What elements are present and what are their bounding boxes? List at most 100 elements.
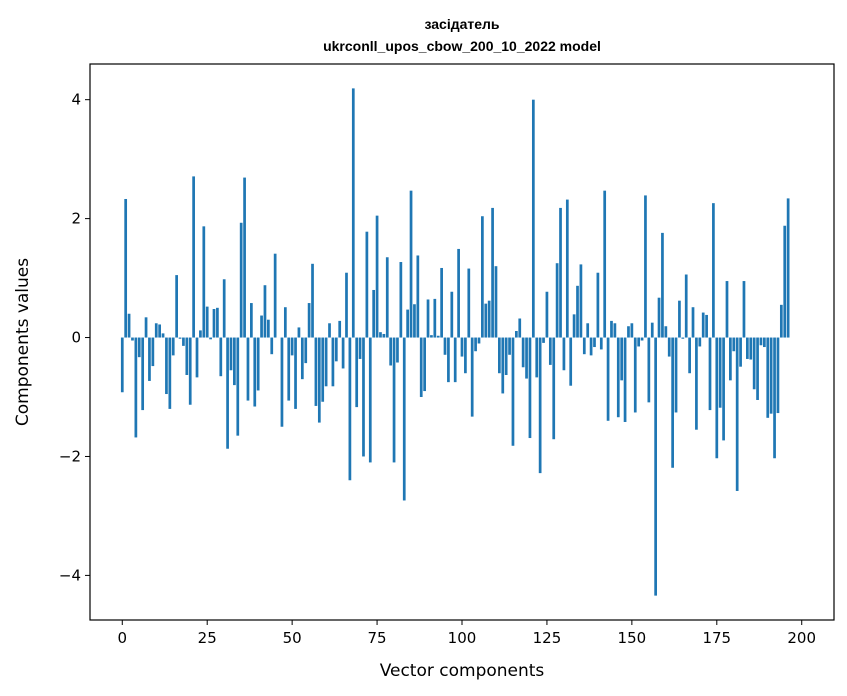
bar: [151, 337, 155, 367]
bar: [385, 257, 389, 338]
bar: [481, 216, 484, 338]
bar: [392, 337, 396, 463]
bars-group: [120, 88, 790, 596]
bar: [379, 332, 382, 338]
y-axis-label: Components values: [13, 258, 33, 426]
bar: [633, 337, 637, 413]
bar: [498, 337, 501, 374]
bar: [576, 285, 579, 338]
bar: [742, 281, 746, 338]
bar: [674, 337, 678, 413]
bar: [691, 307, 695, 338]
x-tick-label: 150: [618, 629, 647, 647]
bar: [267, 319, 270, 338]
x-axis-label: Vector components: [380, 661, 545, 681]
y-tick-label: 0: [71, 329, 81, 347]
bar: [311, 263, 314, 338]
bar: [192, 176, 195, 338]
bar: [280, 337, 284, 427]
bar: [603, 190, 607, 338]
bar: [165, 337, 168, 395]
bar: [545, 291, 549, 338]
bar: [572, 314, 576, 338]
bar: [273, 253, 277, 338]
x-tick-label: 75: [368, 629, 387, 647]
y-tick-label: 4: [71, 91, 81, 109]
bar: [729, 337, 732, 381]
bar: [688, 337, 691, 374]
y-tick-label: −4: [59, 566, 81, 584]
bar: [416, 255, 420, 338]
bar: [120, 337, 124, 393]
bar: [148, 337, 151, 381]
bar: [168, 337, 172, 409]
bar: [749, 337, 753, 360]
bar: [195, 337, 199, 378]
bar: [331, 337, 335, 387]
bar: [256, 337, 260, 391]
bar: [453, 337, 457, 383]
x-axis: 0 25 50 75 100 125 150 175 200: [118, 620, 816, 647]
bar: [552, 337, 556, 440]
x-tick-label: 175: [702, 629, 731, 647]
bar: [763, 337, 766, 348]
bar: [396, 337, 399, 363]
bar: [593, 337, 596, 348]
bar: [440, 267, 443, 338]
bar: [606, 337, 610, 421]
bar: [233, 337, 236, 386]
bar: [708, 337, 712, 411]
bar: [701, 312, 705, 338]
bar: [457, 248, 460, 338]
x-tick-label: 100: [448, 629, 477, 647]
bar: [317, 337, 321, 423]
bar: [413, 304, 416, 338]
bar: [297, 327, 301, 338]
bar: [630, 323, 634, 338]
bar: [334, 337, 338, 362]
bar: [372, 289, 376, 338]
bar: [531, 99, 535, 338]
bar: [178, 337, 182, 339]
bar: [175, 275, 178, 338]
bar: [158, 324, 161, 338]
chart-subtitle: ukrconll_upos_cbow_200_10_2022 model: [323, 38, 601, 54]
bar: [518, 318, 522, 338]
bar: [637, 337, 641, 347]
bar: [739, 337, 742, 367]
bar: [616, 337, 620, 418]
bar: [589, 337, 593, 356]
bar: [263, 285, 267, 338]
bar: [725, 281, 729, 338]
bar: [270, 337, 274, 355]
bar: [508, 337, 511, 355]
bar: [402, 337, 406, 501]
bar: [746, 337, 749, 359]
bar: [447, 337, 450, 383]
bar: [131, 337, 134, 341]
bar: [779, 304, 783, 338]
bar: [185, 337, 189, 375]
bar: [565, 199, 569, 338]
bar: [287, 337, 291, 401]
bar: [671, 337, 674, 468]
bar: [199, 330, 202, 338]
bar: [219, 337, 223, 377]
bar: [596, 272, 600, 338]
bar: [351, 88, 355, 338]
bar: [664, 326, 668, 338]
bar: [450, 291, 454, 338]
bar: [610, 320, 613, 338]
bar: [246, 337, 250, 401]
bar: [501, 337, 505, 394]
bar: [382, 333, 386, 338]
bar: [341, 337, 345, 369]
bar: [253, 337, 257, 407]
bar: [154, 323, 158, 338]
bar: [321, 337, 325, 402]
bar: [460, 337, 464, 357]
bar: [423, 337, 426, 392]
bar: [205, 306, 209, 338]
bar: [759, 337, 763, 346]
